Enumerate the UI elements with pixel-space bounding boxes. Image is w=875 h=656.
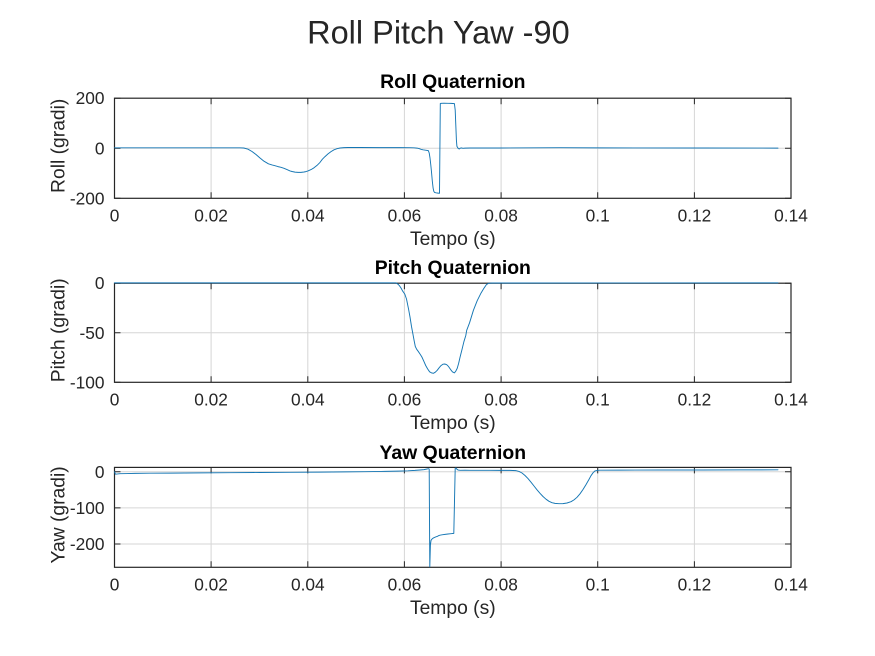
svg-text:0.12: 0.12 bbox=[678, 575, 712, 595]
svg-text:0: 0 bbox=[95, 138, 105, 158]
svg-text:Tempo (s): Tempo (s) bbox=[410, 229, 496, 250]
svg-text:Roll Pitch Yaw -90: Roll Pitch Yaw -90 bbox=[307, 15, 570, 51]
svg-text:0.02: 0.02 bbox=[194, 206, 228, 226]
svg-text:0: 0 bbox=[95, 462, 105, 482]
svg-text:0: 0 bbox=[110, 575, 120, 595]
svg-text:-100: -100 bbox=[70, 498, 105, 518]
svg-text:0.12: 0.12 bbox=[678, 390, 712, 410]
svg-text:0.02: 0.02 bbox=[194, 390, 228, 410]
svg-text:-200: -200 bbox=[70, 188, 105, 208]
svg-text:0.12: 0.12 bbox=[678, 206, 712, 226]
svg-text:0.04: 0.04 bbox=[291, 206, 325, 226]
svg-text:Roll (gradi): Roll (gradi) bbox=[49, 99, 70, 193]
svg-text:0.1: 0.1 bbox=[586, 206, 610, 226]
svg-text:0: 0 bbox=[110, 390, 120, 410]
svg-text:Yaw (gradi): Yaw (gradi) bbox=[49, 466, 70, 563]
svg-text:0.08: 0.08 bbox=[484, 390, 518, 410]
svg-text:0.1: 0.1 bbox=[586, 390, 610, 410]
svg-text:0.06: 0.06 bbox=[388, 575, 422, 595]
svg-text:-200: -200 bbox=[70, 534, 105, 554]
svg-text:0.06: 0.06 bbox=[388, 390, 422, 410]
svg-text:Tempo (s): Tempo (s) bbox=[410, 413, 496, 434]
svg-text:0.14: 0.14 bbox=[774, 575, 808, 595]
svg-text:0.14: 0.14 bbox=[774, 390, 808, 410]
svg-text:0.08: 0.08 bbox=[484, 206, 518, 226]
svg-text:Tempo (s): Tempo (s) bbox=[410, 598, 496, 619]
svg-text:0.04: 0.04 bbox=[291, 390, 325, 410]
svg-text:Pitch (gradi): Pitch (gradi) bbox=[49, 278, 70, 382]
svg-text:0.04: 0.04 bbox=[291, 575, 325, 595]
svg-text:Roll Quaternion: Roll Quaternion bbox=[380, 71, 525, 93]
svg-text:0.06: 0.06 bbox=[388, 206, 422, 226]
svg-text:0.02: 0.02 bbox=[194, 575, 228, 595]
svg-text:-100: -100 bbox=[70, 372, 105, 392]
svg-text:0: 0 bbox=[110, 206, 120, 226]
svg-text:0: 0 bbox=[95, 273, 105, 293]
svg-text:0.08: 0.08 bbox=[484, 575, 518, 595]
svg-text:0.1: 0.1 bbox=[586, 575, 610, 595]
svg-text:Pitch Quaternion: Pitch Quaternion bbox=[375, 257, 531, 279]
svg-text:0.14: 0.14 bbox=[774, 206, 808, 226]
svg-text:200: 200 bbox=[76, 88, 105, 108]
svg-text:-50: -50 bbox=[80, 323, 105, 343]
svg-text:Yaw Quaternion: Yaw Quaternion bbox=[380, 442, 527, 464]
